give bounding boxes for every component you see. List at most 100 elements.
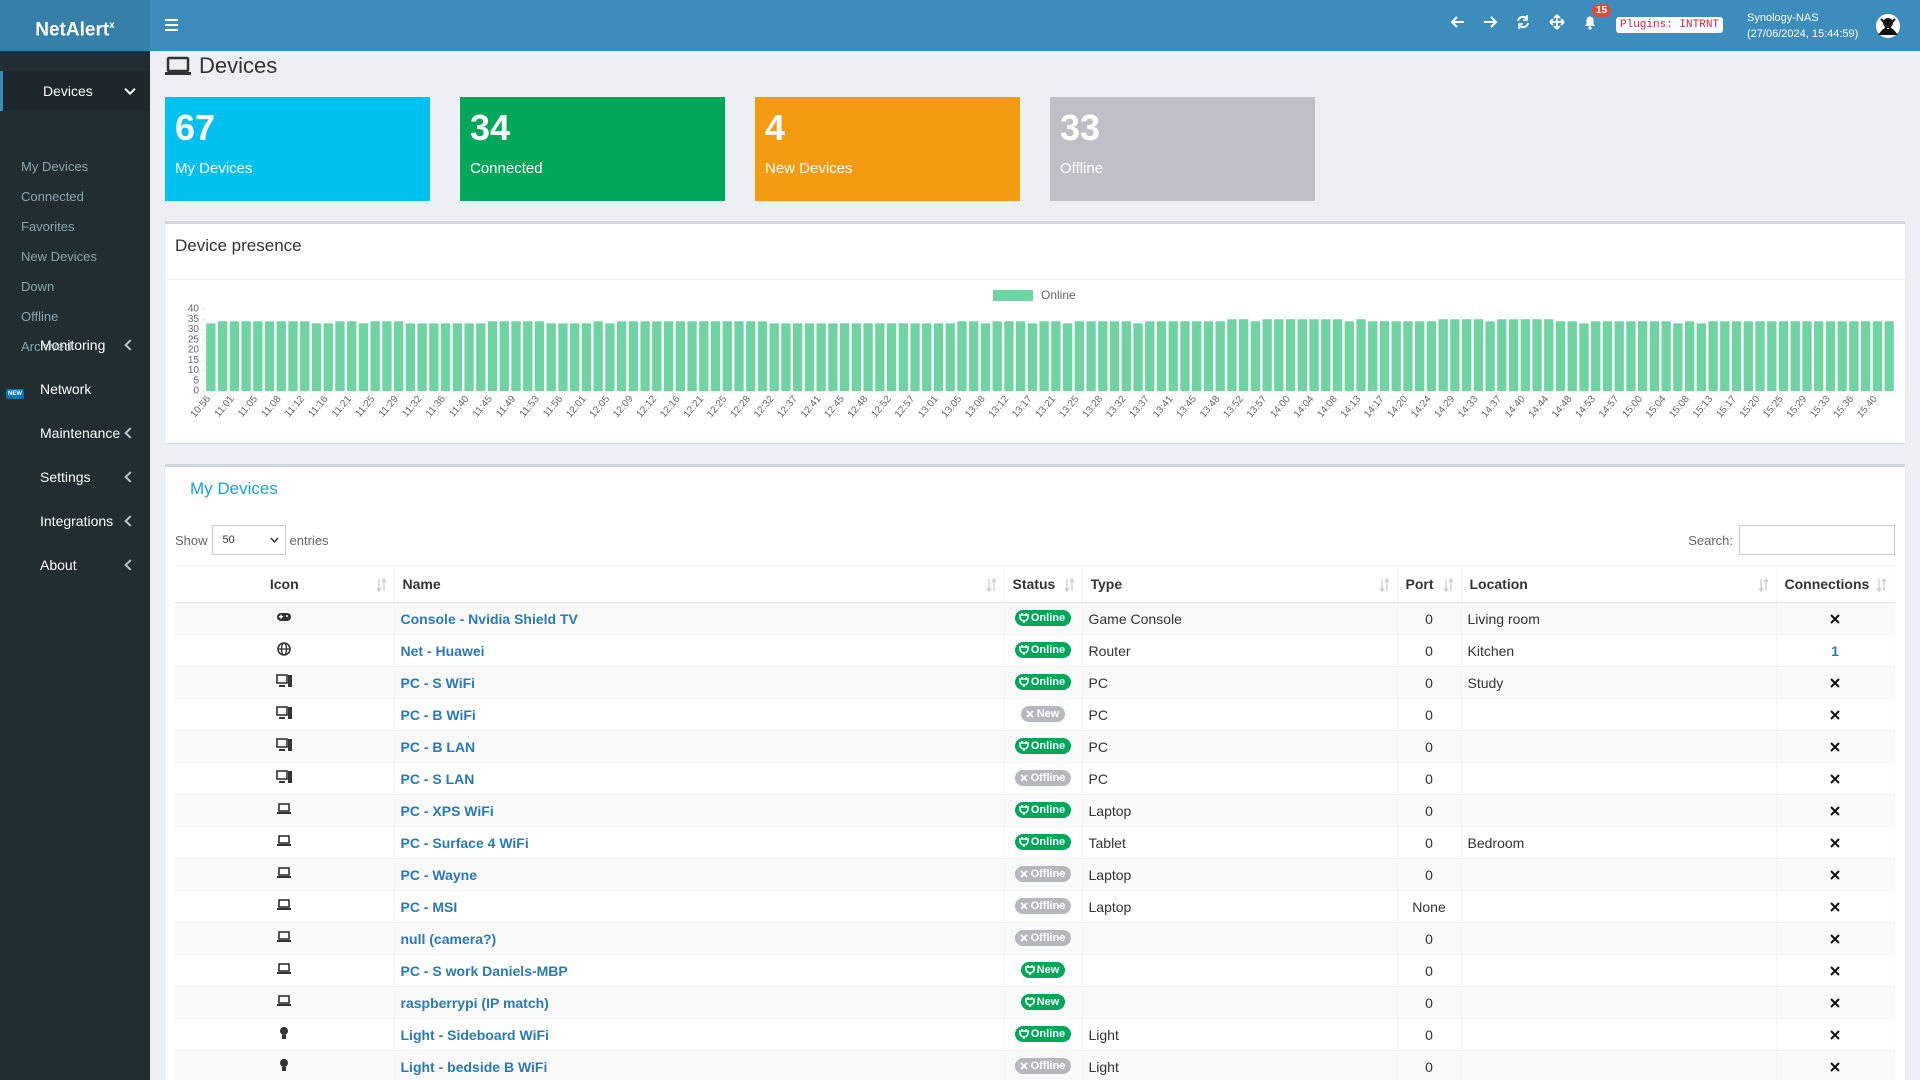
bar <box>523 321 533 391</box>
status-icon <box>1019 741 1029 751</box>
nav-item[interactable]: Integrations <box>0 501 150 541</box>
connections-cell <box>1776 602 1895 635</box>
back-button[interactable] <box>1450 14 1466 30</box>
bar <box>288 321 298 391</box>
nav-subitem[interactable]: Down <box>21 278 55 294</box>
x-tick-label: 15:25 <box>1761 394 1786 421</box>
bar <box>675 321 685 391</box>
user-avatar[interactable] <box>1875 13 1901 39</box>
status-cell: Online <box>1004 794 1083 827</box>
status-badge: Offline <box>1014 930 1072 946</box>
device-name[interactable]: Light - bedside B WiFi <box>400 1058 548 1075</box>
x-tick-label: 15:40 <box>1855 394 1880 421</box>
table-row: PC - B WiFi New PC 0 <box>175 698 1895 731</box>
page-length-value: 50 <box>222 534 235 546</box>
icon-cell <box>175 1050 395 1080</box>
device-name[interactable]: PC - MSI <box>400 898 458 915</box>
nav-item[interactable]: Settings <box>0 457 150 497</box>
port-cell: 0 <box>1397 1050 1462 1080</box>
bar <box>1203 321 1214 391</box>
y-tick-label: 0 <box>193 386 199 397</box>
tile-label: Connected <box>470 160 543 177</box>
no-connections <box>1830 965 1840 976</box>
device-name[interactable]: PC - S LAN <box>400 770 475 787</box>
column-header[interactable]: Status <box>1004 565 1083 603</box>
reload-button[interactable] <box>1515 14 1531 30</box>
status-cell: Online <box>1004 666 1083 699</box>
device-icon <box>276 995 291 1006</box>
device-name[interactable]: Net - Huawei <box>400 642 485 659</box>
nav-subitem[interactable]: Favorites <box>21 218 75 234</box>
bar <box>1285 319 1296 391</box>
bar <box>581 323 592 391</box>
bar <box>1109 321 1120 391</box>
nav-subitem[interactable]: Offline <box>21 308 59 324</box>
type-cell: Router <box>1082 634 1398 667</box>
x-tick-label: 10:56 <box>189 394 214 421</box>
fullscreen-button[interactable] <box>1549 14 1565 30</box>
bar <box>276 321 286 391</box>
nav-subitem[interactable]: New Devices <box>21 248 97 264</box>
column-header[interactable]: Icon <box>175 565 395 603</box>
column-header[interactable]: Connections <box>1776 565 1895 603</box>
device-name[interactable]: PC - B WiFi <box>400 706 476 723</box>
status-text: Online <box>1030 804 1066 816</box>
x-tick-label: 14:40 <box>1503 394 1528 421</box>
column-header[interactable]: Type <box>1082 565 1398 603</box>
device-name[interactable]: PC - Wayne <box>400 866 478 883</box>
nav-item[interactable]: About <box>0 545 150 585</box>
bar <box>370 321 380 391</box>
device-name[interactable]: PC - S WiFi <box>400 674 476 691</box>
notifications-button[interactable] <box>1582 14 1598 30</box>
logo[interactable]: NetAlertx <box>0 0 150 51</box>
nav-subitem[interactable]: Archived <box>21 338 72 354</box>
forward-button[interactable] <box>1482 14 1498 30</box>
device-name[interactable]: Light - Sideboard WiFi <box>400 1026 549 1043</box>
bar <box>1262 319 1272 391</box>
x-tick-label: 11:08 <box>260 394 284 420</box>
x-tick-label: 15:17 <box>1714 394 1739 421</box>
stat-tile[interactable]: 67 My Devices <box>165 97 430 201</box>
bar <box>1767 321 1777 391</box>
status-text: Offline <box>1030 772 1066 784</box>
search-input[interactable] <box>1739 525 1895 555</box>
icon-cell <box>175 602 395 635</box>
x-tick-label: 12:12 <box>635 394 660 421</box>
stat-tile[interactable]: 33 Offline <box>1050 97 1315 201</box>
device-name[interactable]: raspberrypi (IP match) <box>400 994 549 1011</box>
location-cell <box>1461 858 1777 891</box>
stat-tile[interactable]: 34 Connected <box>460 97 725 201</box>
bar <box>429 323 439 391</box>
device-name[interactable]: PC - B LAN <box>400 738 476 755</box>
nav-item[interactable]: Monitoring <box>0 325 150 365</box>
nav-item[interactable]: Maintenance <box>0 413 150 453</box>
device-name[interactable]: null (camera?) <box>400 930 497 947</box>
port-cell: 0 <box>1397 666 1462 699</box>
location-cell: Living room <box>1461 602 1777 635</box>
nav-subitem[interactable]: Connected <box>21 188 84 204</box>
device-name[interactable]: PC - Surface 4 WiFi <box>400 834 529 851</box>
status-badge: Online <box>1014 610 1072 626</box>
bar <box>699 321 709 391</box>
icon-cell <box>175 762 395 795</box>
column-header[interactable]: Port <box>1397 565 1462 603</box>
nav-subitem[interactable]: My Devices <box>21 158 89 174</box>
table-row: PC - S work Daniels-MBP New 0 <box>175 954 1895 987</box>
status-icon <box>1024 997 1035 1007</box>
bar <box>616 321 627 391</box>
nav-item[interactable]: Devices <box>0 71 150 111</box>
device-name[interactable]: PC - XPS WiFi <box>400 802 494 819</box>
search: Search: <box>1688 525 1895 555</box>
device-name[interactable]: PC - S work Daniels-MBP <box>400 962 568 979</box>
device-name[interactable]: Console - Nvidia Shield TV <box>400 610 578 627</box>
plugins-status[interactable]: Plugins: INTRNT <box>1616 17 1724 33</box>
column-header[interactable]: Location <box>1461 565 1777 603</box>
port-cell: 0 <box>1397 794 1462 827</box>
nav-item[interactable]: Network <box>0 369 150 409</box>
column-header[interactable]: Name <box>394 565 1005 603</box>
status-cell: Offline <box>1004 858 1083 891</box>
status-text: Offline <box>1030 900 1066 912</box>
menu-toggle[interactable] <box>164 17 180 33</box>
stat-tile[interactable]: 4 New Devices <box>755 97 1020 201</box>
page-length-select[interactable]: 50 <box>211 525 286 555</box>
